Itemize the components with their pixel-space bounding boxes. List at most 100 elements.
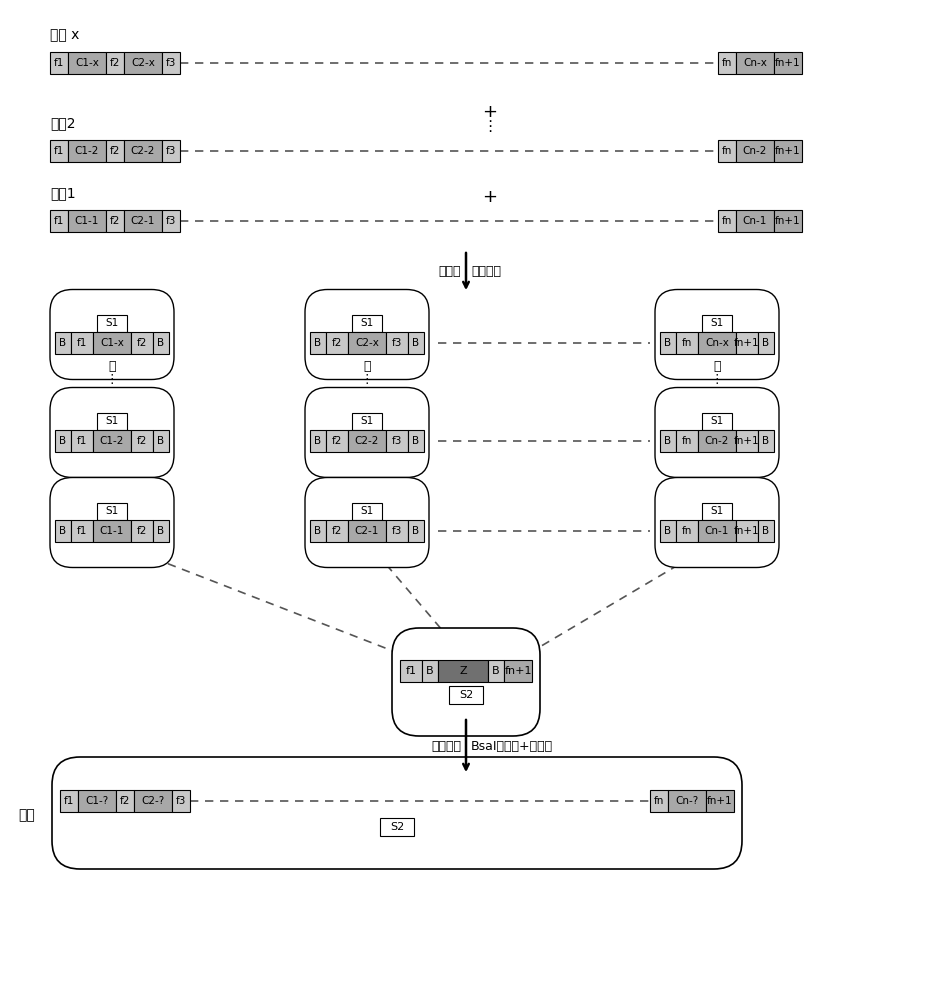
Text: B: B xyxy=(664,436,672,446)
Text: 亚克隆: 亚克隆 xyxy=(439,265,461,278)
Bar xyxy=(408,430,424,452)
Bar xyxy=(352,413,382,430)
Bar xyxy=(676,430,698,452)
Text: C1-x: C1-x xyxy=(75,58,99,68)
Text: C2-x: C2-x xyxy=(131,58,155,68)
Bar xyxy=(438,660,488,682)
Bar xyxy=(153,520,169,542)
Bar xyxy=(668,790,706,812)
Bar xyxy=(676,332,698,354)
Text: ⋮: ⋮ xyxy=(482,118,497,133)
Bar xyxy=(422,660,438,682)
FancyBboxPatch shape xyxy=(50,387,174,478)
Text: f1: f1 xyxy=(54,58,64,68)
Text: ⋮: ⋮ xyxy=(105,373,118,386)
Text: 一个试管: 一个试管 xyxy=(431,740,461,752)
Text: S1: S1 xyxy=(105,416,118,426)
Text: f3: f3 xyxy=(166,146,176,156)
Bar xyxy=(172,790,190,812)
FancyBboxPatch shape xyxy=(655,478,779,568)
Text: f2: f2 xyxy=(332,436,342,446)
Text: f1: f1 xyxy=(54,216,64,226)
Bar xyxy=(348,520,386,542)
Bar xyxy=(124,52,162,74)
Text: B: B xyxy=(60,338,66,348)
Bar xyxy=(162,52,180,74)
Text: fn: fn xyxy=(654,796,664,806)
Bar xyxy=(386,520,408,542)
Text: fn+1: fn+1 xyxy=(775,146,801,156)
Text: f2: f2 xyxy=(137,526,147,536)
Bar xyxy=(400,660,422,682)
FancyBboxPatch shape xyxy=(655,387,779,478)
Text: C1-x: C1-x xyxy=(100,338,124,348)
Bar xyxy=(50,210,68,232)
Text: fn+1: fn+1 xyxy=(707,796,732,806)
Bar xyxy=(706,790,734,812)
Bar xyxy=(50,52,68,74)
Bar xyxy=(162,140,180,162)
Text: C2-?: C2-? xyxy=(142,796,164,806)
Text: B: B xyxy=(314,526,322,536)
Bar xyxy=(71,332,93,354)
Bar xyxy=(326,520,348,542)
Text: S1: S1 xyxy=(105,318,118,328)
Text: fn: fn xyxy=(682,338,692,348)
Text: C1-2: C1-2 xyxy=(100,436,124,446)
Bar xyxy=(660,332,676,354)
Text: BsaI内切酶+连接酶: BsaI内切酶+连接酶 xyxy=(471,740,553,752)
Bar xyxy=(68,52,106,74)
Text: f2: f2 xyxy=(119,796,131,806)
FancyBboxPatch shape xyxy=(50,290,174,379)
Text: f1: f1 xyxy=(406,666,416,676)
Bar xyxy=(698,332,736,354)
Text: B: B xyxy=(762,526,770,536)
Bar xyxy=(97,413,127,430)
Text: fn: fn xyxy=(722,216,732,226)
Text: C1-2: C1-2 xyxy=(75,146,99,156)
Bar xyxy=(55,430,71,452)
Text: f2: f2 xyxy=(110,58,120,68)
Text: f3: f3 xyxy=(166,216,176,226)
Text: f1: f1 xyxy=(77,526,87,536)
Text: 基因 x: 基因 x xyxy=(50,28,79,42)
Text: fn: fn xyxy=(722,146,732,156)
Bar xyxy=(78,790,116,812)
Bar xyxy=(650,790,668,812)
Bar xyxy=(153,430,169,452)
Bar xyxy=(348,332,386,354)
Bar xyxy=(93,332,131,354)
Bar xyxy=(106,140,124,162)
Bar xyxy=(702,413,732,430)
Bar xyxy=(310,332,326,354)
Bar xyxy=(134,790,172,812)
Text: ⋮: ⋮ xyxy=(711,373,723,386)
Bar xyxy=(758,332,774,354)
Text: S1: S1 xyxy=(105,506,118,516)
Bar xyxy=(124,210,162,232)
Text: S1: S1 xyxy=(360,416,373,426)
Text: fn+1: fn+1 xyxy=(504,666,532,676)
Text: fn+1: fn+1 xyxy=(734,436,759,446)
Text: f1: f1 xyxy=(63,796,75,806)
FancyBboxPatch shape xyxy=(52,757,742,869)
Bar xyxy=(326,430,348,452)
Text: Cn-2: Cn-2 xyxy=(704,436,730,446)
Bar xyxy=(310,430,326,452)
Bar xyxy=(71,520,93,542)
Text: S1: S1 xyxy=(360,318,373,328)
Bar xyxy=(718,210,736,232)
Text: B: B xyxy=(664,526,672,536)
Bar xyxy=(718,52,736,74)
FancyBboxPatch shape xyxy=(305,387,429,478)
Bar xyxy=(106,52,124,74)
Bar xyxy=(774,210,802,232)
Bar xyxy=(736,140,774,162)
FancyBboxPatch shape xyxy=(655,290,779,379)
Bar xyxy=(449,686,483,704)
Text: Cn-?: Cn-? xyxy=(675,796,699,806)
Text: f3: f3 xyxy=(166,58,176,68)
Bar xyxy=(408,332,424,354)
Bar xyxy=(68,140,106,162)
Text: f1: f1 xyxy=(77,338,87,348)
